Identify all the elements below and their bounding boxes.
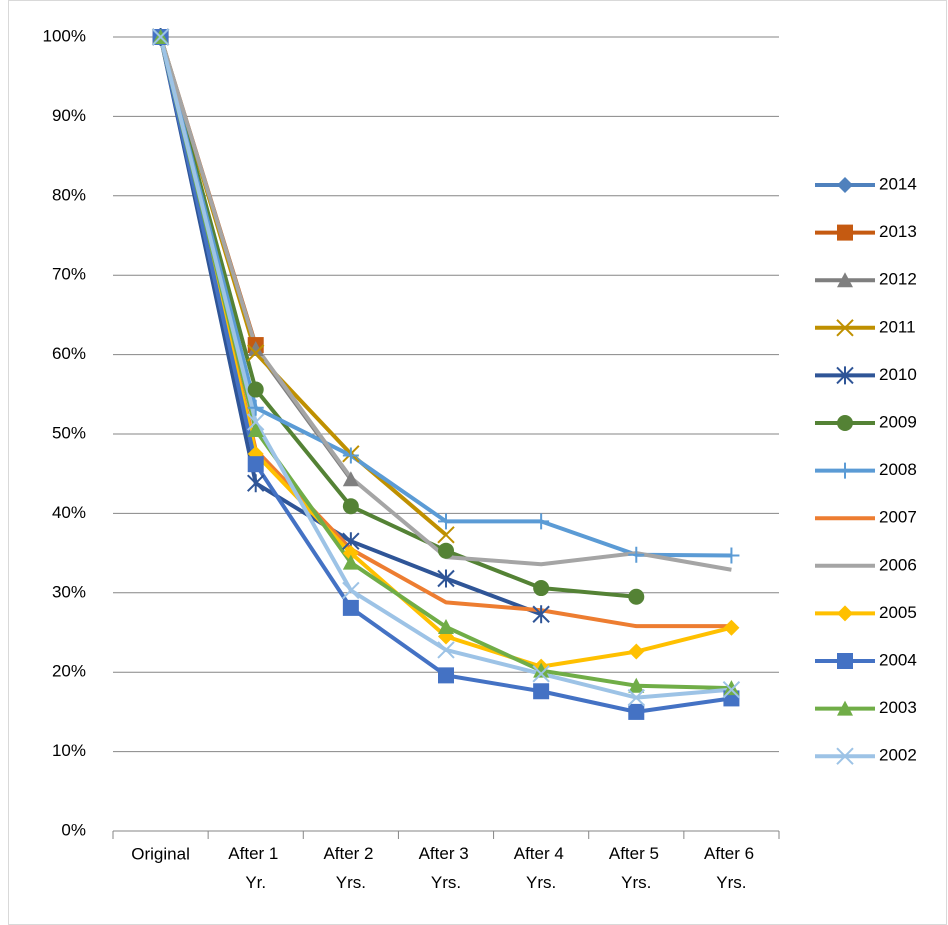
legend-marker [836,747,854,765]
data-point [628,643,645,660]
legend-marker [837,700,853,716]
series-line [158,36,637,599]
y-tick-label: 0% [61,820,86,839]
legend-label: 2002 [879,746,917,765]
data-point [438,667,454,684]
x-tick-label: After 3 Yrs. [419,844,474,892]
data-point [627,688,645,707]
legend-marker [836,366,854,385]
legend-label: 2007 [879,508,917,527]
data-point [723,619,740,636]
legend-label: 2012 [879,270,917,289]
y-tick-label: 100% [43,26,86,45]
legend-label: 2013 [879,222,917,241]
data-point [247,381,264,398]
data-point [247,422,264,438]
data-point [533,683,550,700]
data-point [342,498,359,515]
legend-label: 2014 [879,174,917,193]
data-point [247,344,265,362]
data-point [533,513,550,530]
legend-marker [837,224,853,241]
x-tick-label: After 4 Yrs. [514,844,569,892]
x-tick-label: After 1 Yr. [228,844,283,892]
data-point [247,341,264,357]
data-point [628,546,645,563]
data-point [437,526,455,544]
data-point [723,680,740,696]
x-tick-label: After 5 Yrs. [609,844,664,892]
y-tick-label: 50% [52,423,86,442]
data-point [342,581,360,600]
legend-label: 2005 [879,603,917,622]
data-point [247,456,264,473]
y-tick-label: 30% [52,582,86,601]
data-point [247,399,264,416]
legend-marker [837,177,853,193]
y-tick-label: 70% [52,265,86,284]
data-point [532,605,550,624]
y-tick-label: 90% [52,106,86,125]
legend-marker [837,415,853,431]
data-point [438,618,454,634]
legend-label: 2008 [879,460,917,479]
legend-marker [837,653,853,669]
data-point [342,545,359,562]
x-tick-label: After 2 Yrs. [323,844,378,892]
legend-label: 2010 [879,365,917,384]
legend-label: 2004 [879,650,917,669]
legend-label: 2003 [879,698,917,717]
data-point [532,665,550,683]
data-point [342,554,359,570]
y-tick-label: 60% [52,344,86,363]
data-point [342,447,359,464]
data-point [342,599,359,616]
legend-marker [836,319,854,337]
x-tick-label: After 6 Yrs. [704,844,759,892]
data-point [151,28,170,46]
data-point [533,580,550,597]
y-tick-label: 80% [52,185,86,204]
chart-frame [8,0,947,925]
legend-marker [837,462,853,479]
data-point [628,588,645,605]
legend-marker [837,605,853,622]
legend-label: 2006 [879,555,917,574]
y-tick-label: 10% [52,741,86,760]
data-point [437,569,455,588]
y-tick-label: 40% [52,503,86,522]
data-point [723,547,740,564]
data-point [628,703,645,720]
data-point [247,474,265,493]
data-point [722,680,741,699]
x-tick-label: Original [131,844,190,863]
data-point [533,662,550,678]
data-point [437,641,455,659]
data-point [342,471,359,487]
legend-marker [837,272,853,288]
legend-label: 2009 [879,412,917,431]
data-point [247,413,265,431]
y-tick-label: 20% [52,662,86,681]
data-point [438,542,454,559]
data-point [438,513,454,530]
data-point [628,677,645,693]
legend-label: 2011 [879,317,916,336]
